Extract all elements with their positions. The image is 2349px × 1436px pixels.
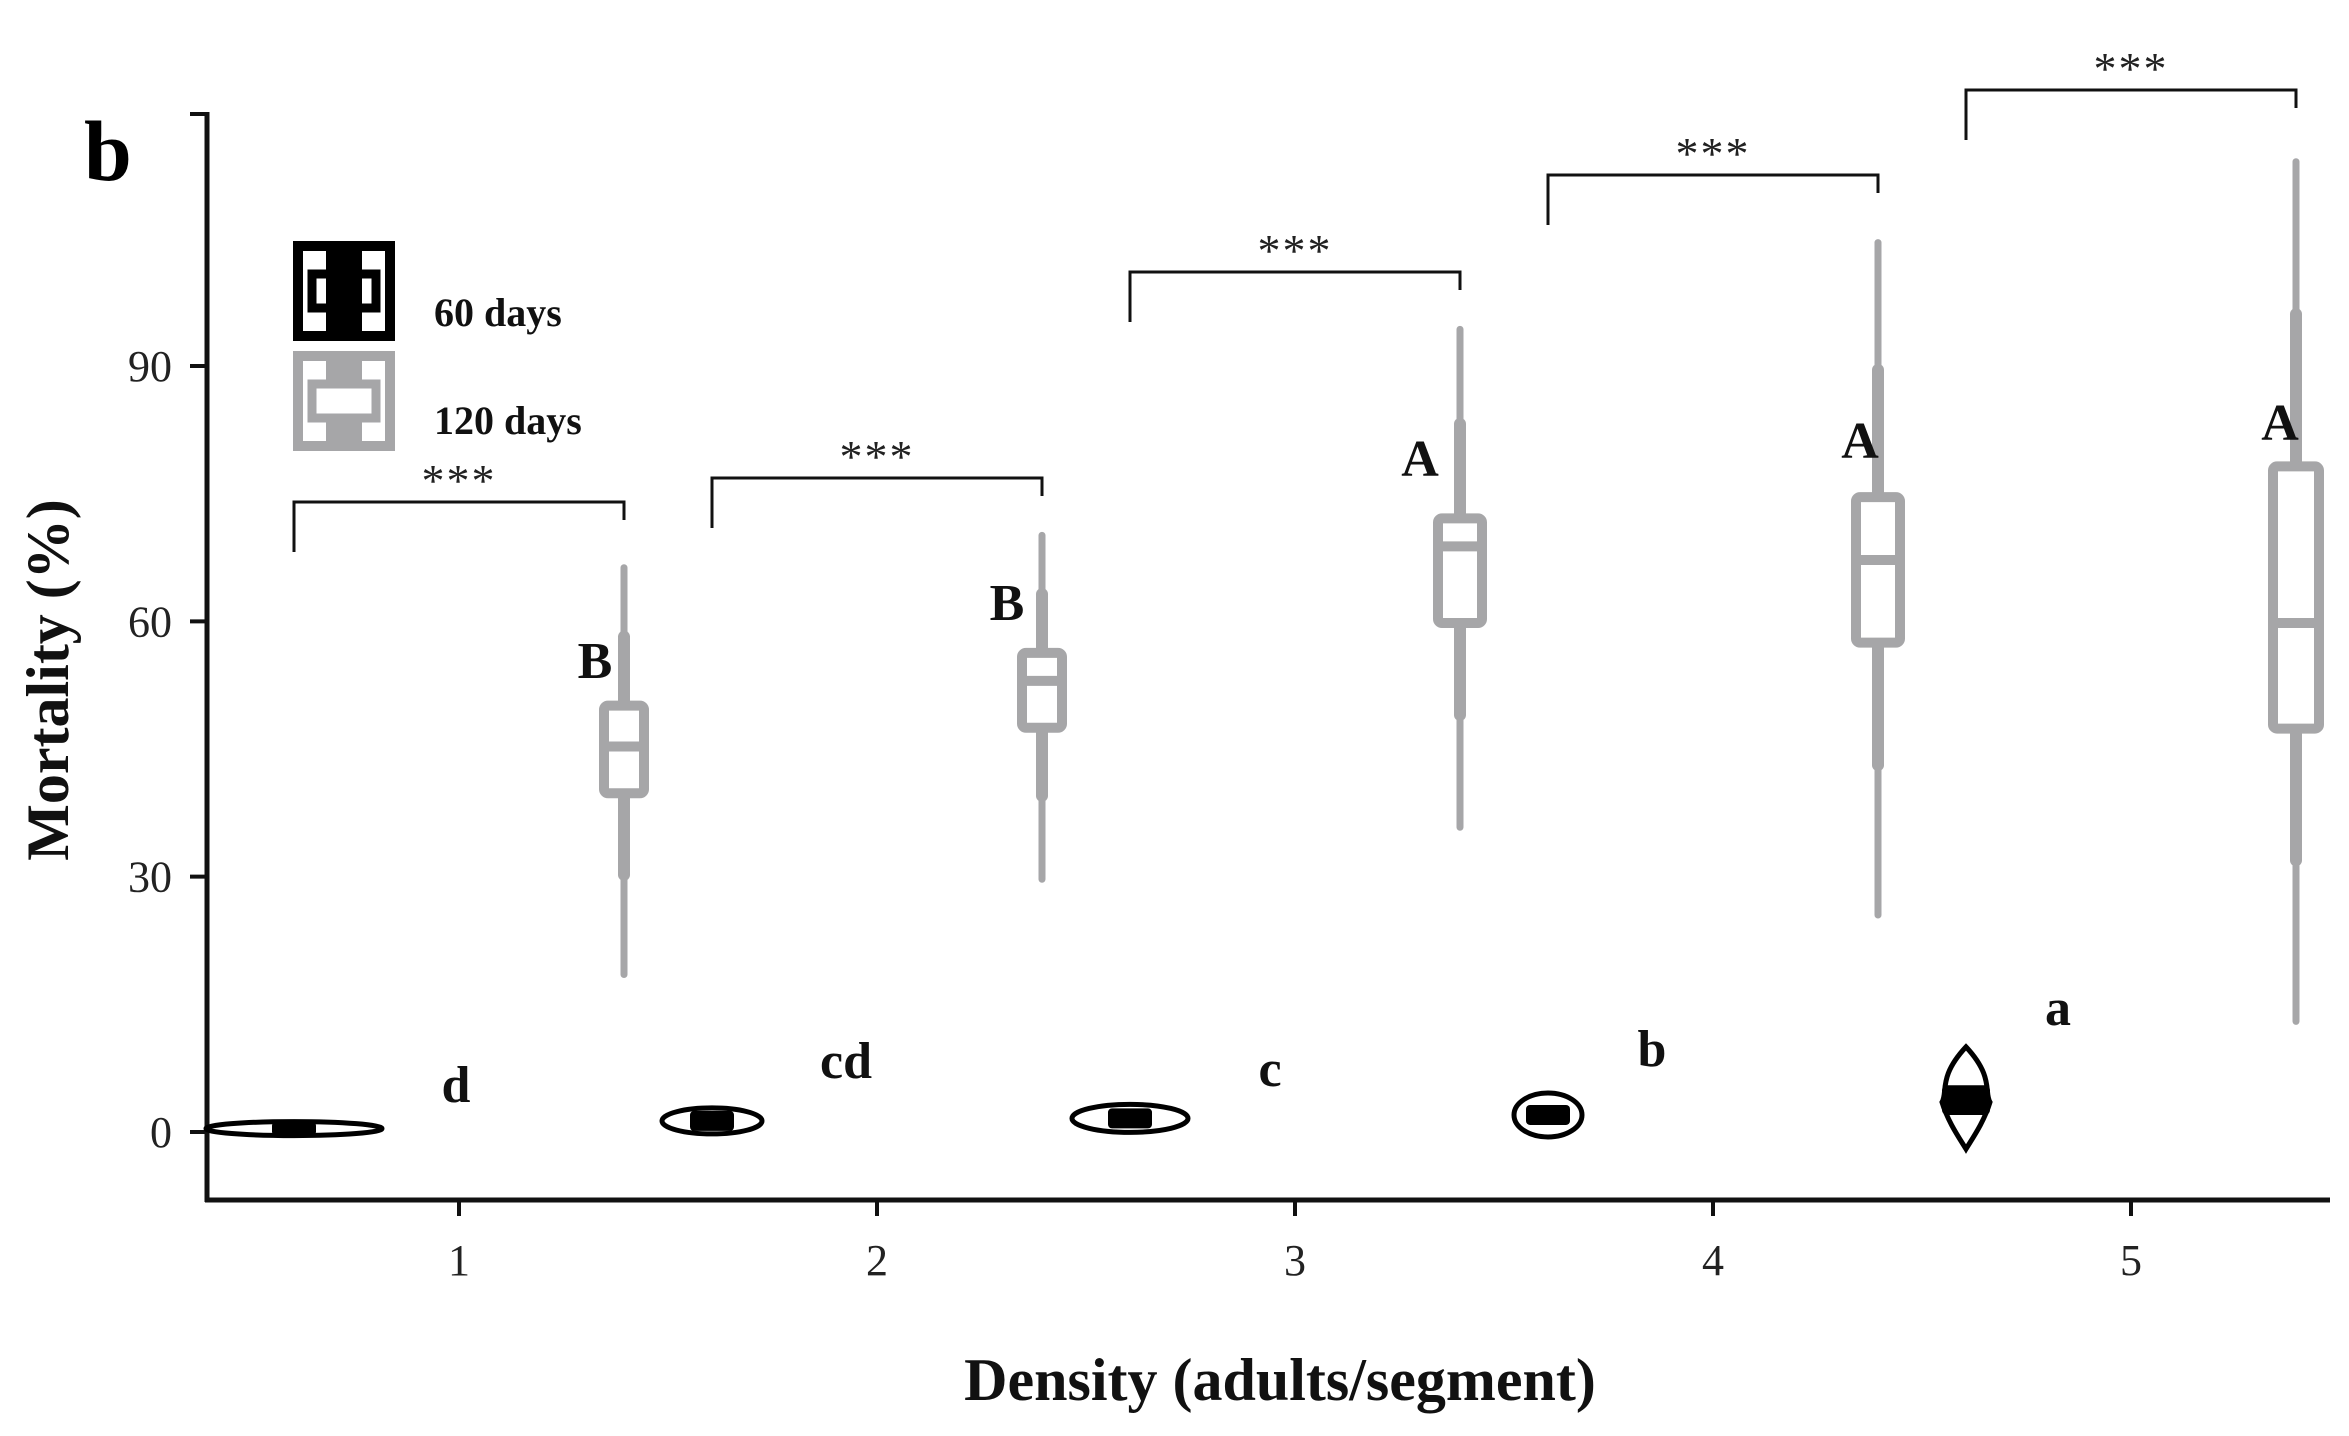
x-axis-title: Density (adults/segment) (964, 1347, 1596, 1413)
iqr-box (1017, 647, 1067, 733)
legend: 60 days 120 days (293, 241, 582, 451)
box-core (1526, 1104, 1570, 1125)
y-tick-label: 60 (128, 597, 172, 646)
y-axis-title: Mortality (%) (15, 499, 81, 861)
x-tick-label: 1 (448, 1236, 470, 1285)
panel-label: b (84, 103, 132, 199)
bracket-line (710, 476, 1044, 528)
violin-120-days-4 (1851, 239, 1905, 919)
y-tick-label: 90 (128, 342, 172, 391)
letter-60-days: b (1638, 1021, 1667, 1078)
significance-label: *** (1258, 225, 1333, 276)
significance-brackets: *** *** *** *** *** (292, 43, 2298, 552)
significance-label: *** (840, 431, 915, 482)
iqr-box (2268, 461, 2324, 734)
bracket-line (1964, 88, 2298, 140)
plot-marks (203, 158, 2324, 1154)
violin-120-days-5 (2268, 158, 2324, 1025)
x-tick-label: 5 (2120, 1236, 2142, 1285)
x-tick-label: 4 (1702, 1236, 1724, 1285)
violin-120-days-1 (599, 564, 649, 979)
bracket-line (1128, 270, 1462, 322)
x-ticks: 1 2 3 4 5 (448, 1200, 2142, 1285)
letter-120-days: A (1401, 431, 1439, 488)
letter-120-days: A (2261, 395, 2299, 452)
y-tick-label: 0 (150, 1108, 172, 1157)
bracket-1: *** (292, 455, 626, 552)
letter-120-days: B (990, 575, 1025, 632)
x-tick-label: 2 (866, 1236, 888, 1285)
violin-60-days-2 (659, 1105, 765, 1137)
letter-60-days: d (442, 1057, 471, 1114)
significance-label: *** (422, 455, 497, 506)
legend-swatch-120-days (293, 351, 395, 451)
box-core (1942, 1085, 1990, 1115)
significance-label: *** (2094, 43, 2169, 94)
legend-label-120-days: 120 days (434, 398, 582, 443)
bracket-5: *** (1964, 43, 2298, 140)
violin-60-days-3 (1069, 1101, 1191, 1135)
violin-60-days-1 (203, 1119, 385, 1139)
x-tick-label: 3 (1284, 1236, 1306, 1285)
bracket-3: *** (1128, 225, 1462, 322)
bracket-line (292, 500, 626, 552)
legend-label-60-days: 60 days (434, 290, 562, 335)
violin-60-days-4 (1511, 1090, 1585, 1140)
bracket-4: *** (1546, 128, 1880, 225)
box-core (1108, 1108, 1152, 1129)
iqr-box (1433, 513, 1487, 629)
bracket-line (1546, 173, 1880, 225)
violin-120-days-3 (1433, 325, 1487, 831)
group-letters: B B A A Ad cd c b a (442, 395, 2300, 1114)
letter-60-days: c (1258, 1041, 1281, 1098)
violin-60-days-5 (1939, 1043, 1993, 1154)
letter-120-days: B (578, 633, 613, 690)
y-ticks: 0 30 60 90 (128, 342, 207, 1157)
iqr-box (1851, 492, 1905, 648)
box-core (272, 1121, 316, 1136)
significance-label: *** (1676, 128, 1751, 179)
violin-120-days-2 (1017, 531, 1067, 883)
letter-60-days: cd (820, 1033, 872, 1090)
box-core (690, 1110, 734, 1131)
bracket-2: *** (710, 431, 1044, 528)
letter-60-days: a (2045, 980, 2071, 1037)
axes (190, 112, 2330, 1203)
letter-120-days: A (1841, 413, 1879, 470)
legend-swatch-60-days (293, 241, 395, 341)
y-tick-label: 30 (128, 853, 172, 902)
